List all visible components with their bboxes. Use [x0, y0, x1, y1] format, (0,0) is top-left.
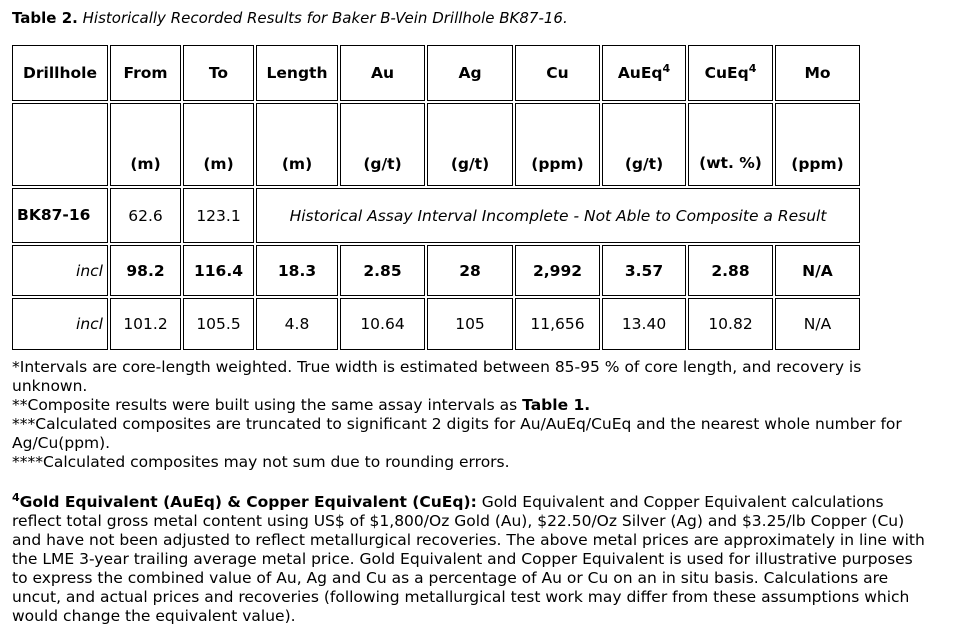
cell: 11,656 [515, 298, 600, 350]
cell: 28 [427, 245, 513, 296]
header-text: CuEq [704, 64, 749, 82]
header-cell: Mo [775, 45, 860, 101]
note-2: **Composite results were built using the… [12, 396, 932, 415]
header-row: Drillhole From To Length Au Ag Cu AuEq4 … [12, 45, 860, 101]
table-row: BK87-16 62.6 123.1 Historical Assay Inte… [12, 188, 860, 243]
note-4: ****Calculated composites may not sum du… [12, 453, 510, 471]
cell: 13.40 [602, 298, 686, 350]
header-sup: 4 [748, 61, 757, 75]
unit-cell: (ppm) [775, 103, 860, 186]
results-table: Drillhole From To Length Au Ag Cu AuEq4 … [10, 43, 862, 352]
cell: 116.4 [183, 245, 254, 296]
cell: 98.2 [110, 245, 181, 296]
cell: 2.85 [340, 245, 425, 296]
table-row: incl 98.2 116.4 18.3 2.85 28 2,992 3.57 … [12, 245, 860, 296]
note-cell: Historical Assay Interval Incomplete - N… [256, 188, 860, 243]
cell: 10.64 [340, 298, 425, 350]
cell: incl [12, 298, 108, 350]
unit-cell: (g/t) [340, 103, 425, 186]
table-row: incl 101.2 105.5 4.8 10.64 105 11,656 13… [12, 298, 860, 350]
footnote-heading: Gold Equivalent (AuEq) & Copper Equivale… [19, 493, 477, 511]
note-3: ***Calculated composites are truncated t… [12, 415, 902, 452]
cell: 2,992 [515, 245, 600, 296]
unit-cell: (g/t) [427, 103, 513, 186]
note-2-text: **Composite results were built using the… [12, 396, 523, 414]
unit-cell: (m) [183, 103, 254, 186]
header-cell: Au [340, 45, 425, 101]
from-cell: 62.6 [110, 188, 181, 243]
footnote-sup: 4 [12, 490, 20, 504]
note-2-bold: Table 1. [522, 396, 591, 414]
unit-cell: (g/t) [602, 103, 686, 186]
header-text: AuEq [617, 64, 663, 82]
header-sup: 4 [662, 61, 671, 75]
units-row: (m) (m) (m) (g/t) (g/t) (ppm) (g/t) (wt.… [12, 103, 860, 186]
cell: 101.2 [110, 298, 181, 350]
equivalent-footnote: 4Gold Equivalent (AuEq) & Copper Equival… [12, 490, 932, 626]
header-cell: CuEq4 [688, 45, 773, 101]
unit-cell [12, 103, 108, 186]
cell: N/A [775, 245, 860, 296]
header-cell: Length [256, 45, 338, 101]
unit-cell: (m) [256, 103, 338, 186]
cell: 10.82 [688, 298, 773, 350]
unit-cell: (wt. %) [688, 103, 773, 186]
cell: 4.8 [256, 298, 338, 350]
header-cell: Cu [515, 45, 600, 101]
unit-cell: (m) [110, 103, 181, 186]
table-caption: Table 2. Historically Recorded Results f… [12, 9, 568, 27]
cell: 105.5 [183, 298, 254, 350]
header-cell: From [110, 45, 181, 101]
cell: 3.57 [602, 245, 686, 296]
caption-label: Table 2. [12, 9, 78, 27]
caption-text: Historically Recorded Results for Baker … [82, 9, 568, 27]
cell: 18.3 [256, 245, 338, 296]
header-cell: Ag [427, 45, 513, 101]
cell: 105 [427, 298, 513, 350]
header-cell: AuEq4 [602, 45, 686, 101]
drillhole-cell: BK87-16 [12, 188, 108, 243]
unit-cell: (ppm) [515, 103, 600, 186]
cell: N/A [775, 298, 860, 350]
cell: 2.88 [688, 245, 773, 296]
note-1: *Intervals are core-length weighted. Tru… [12, 358, 862, 395]
footnote-text: Gold Equivalent and Copper Equivalent ca… [12, 493, 925, 625]
header-cell: Drillhole [12, 45, 108, 101]
header-cell: To [183, 45, 254, 101]
cell: incl [12, 245, 108, 296]
table-notes: *Intervals are core-length weighted. Tru… [12, 358, 932, 472]
to-cell: 123.1 [183, 188, 254, 243]
